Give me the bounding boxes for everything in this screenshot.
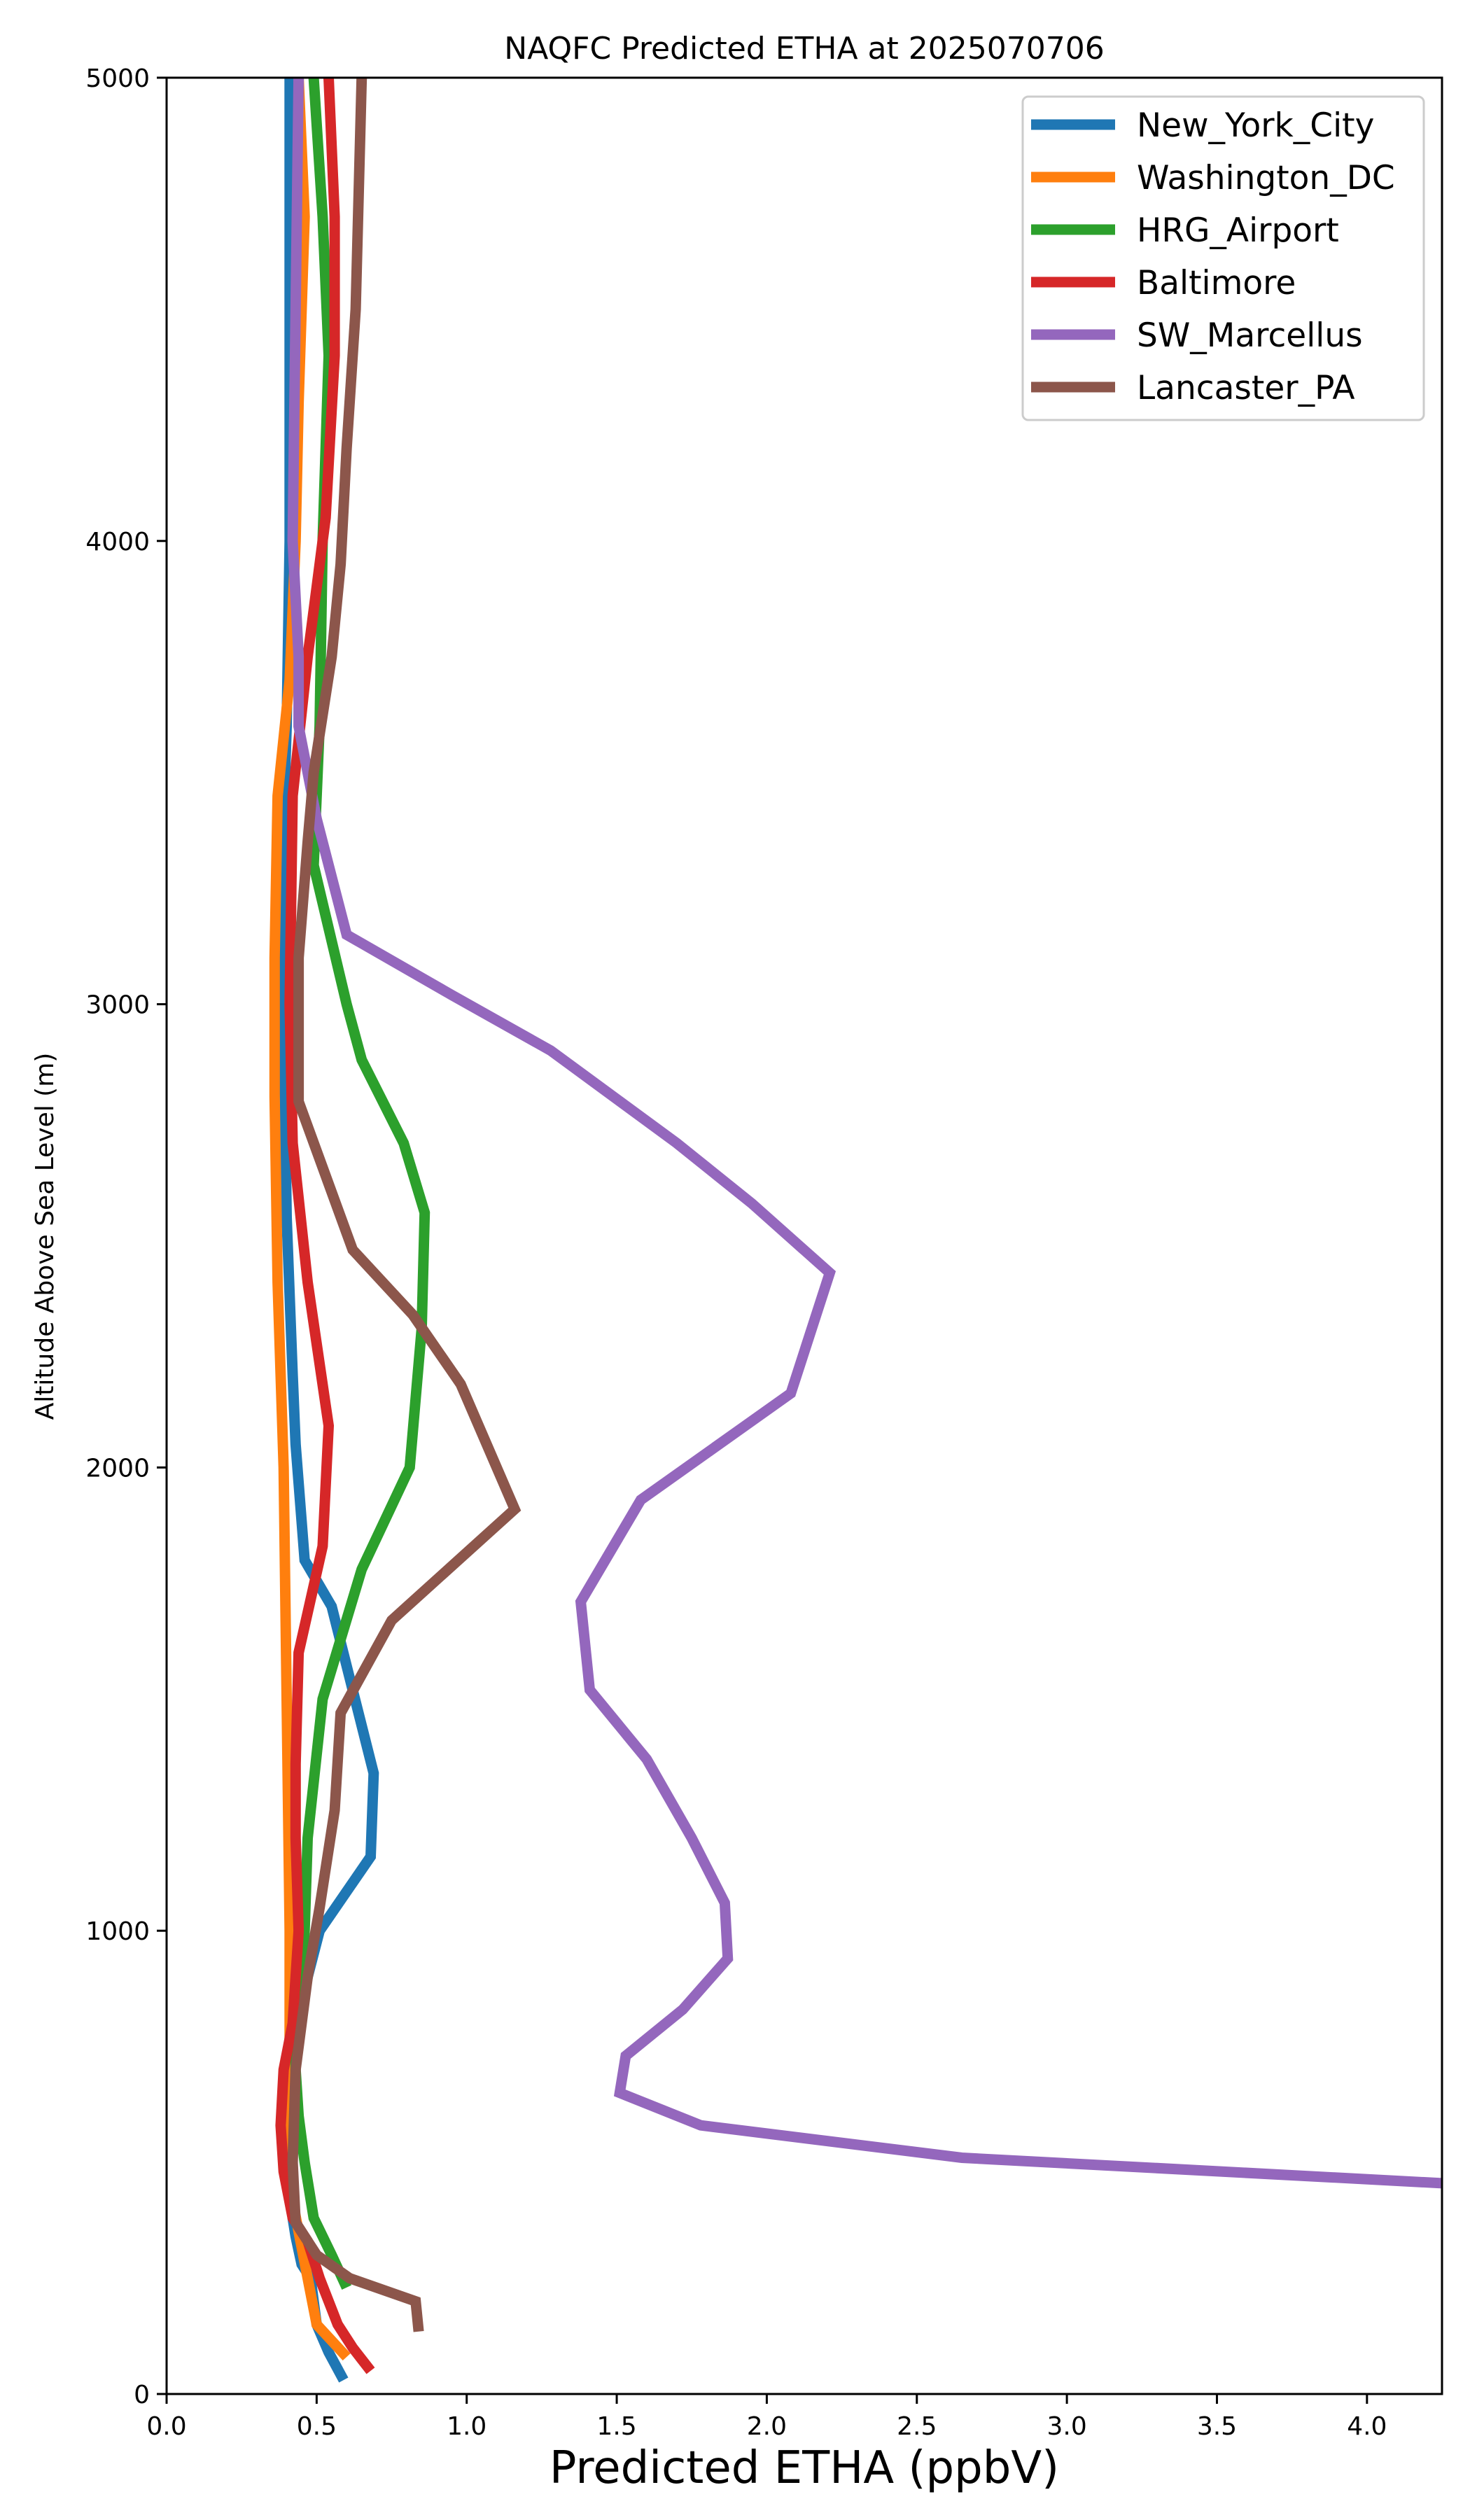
x-tick-label: 1.5 [596,2412,636,2441]
x-tick-label: 1.0 [447,2412,486,2441]
y-axis: 0 1000 2000 3000 4000 5000 [85,64,167,2409]
legend-entry-label: Lancaster_PA [1137,369,1355,407]
x-tick-label: 3.0 [1046,2412,1086,2441]
y-tick-label: 3000 [85,991,150,1020]
plot-area [165,76,1443,2395]
legend-entry-label: SW_Marcellus [1137,316,1363,355]
x-tick-label: 4.0 [1347,2412,1387,2441]
legend: New_York_City Washington_DC HRG_Airport Bal… [1021,95,1425,421]
y-axis-label: Altitude Above Sea Level (m) [31,1053,59,1420]
plot-lines [269,78,1442,2383]
series-line-lancaster-pa [287,78,522,2332]
x-tick-label: 2.0 [747,2412,787,2441]
chart-title: NAQFC Predicted ETHA at 2025070706 [504,31,1104,66]
legend-box [1021,95,1425,421]
x-tick-label: 0.5 [297,2412,337,2441]
x-axis-label: Predicted ETHA (ppbV) [550,2442,1059,2494]
legend-entry-label: HRG_Airport [1137,211,1339,250]
series-line-hrg-airport [290,78,430,2290]
x-axis: 0.0 0.5 1.0 1.5 2.0 2.5 3.0 3.5 4.0 [146,2394,1387,2441]
legend-entry-label: Baltimore [1137,264,1296,302]
x-tick-label: 0.0 [146,2412,186,2441]
y-tick-label: 0 [134,2381,150,2409]
y-tick-label: 1000 [85,1917,150,1946]
series-line-sw-marcellus [287,78,1442,2189]
legend-entry-label: New_York_City [1137,106,1374,145]
x-tick-label: 2.5 [897,2412,937,2441]
y-tick-label: 4000 [85,528,150,556]
x-tick-label: 3.5 [1197,2412,1237,2441]
y-tick-label: 2000 [85,1454,150,1483]
y-tick-label: 5000 [85,64,150,93]
legend-entry-label: Washington_DC [1137,159,1395,197]
